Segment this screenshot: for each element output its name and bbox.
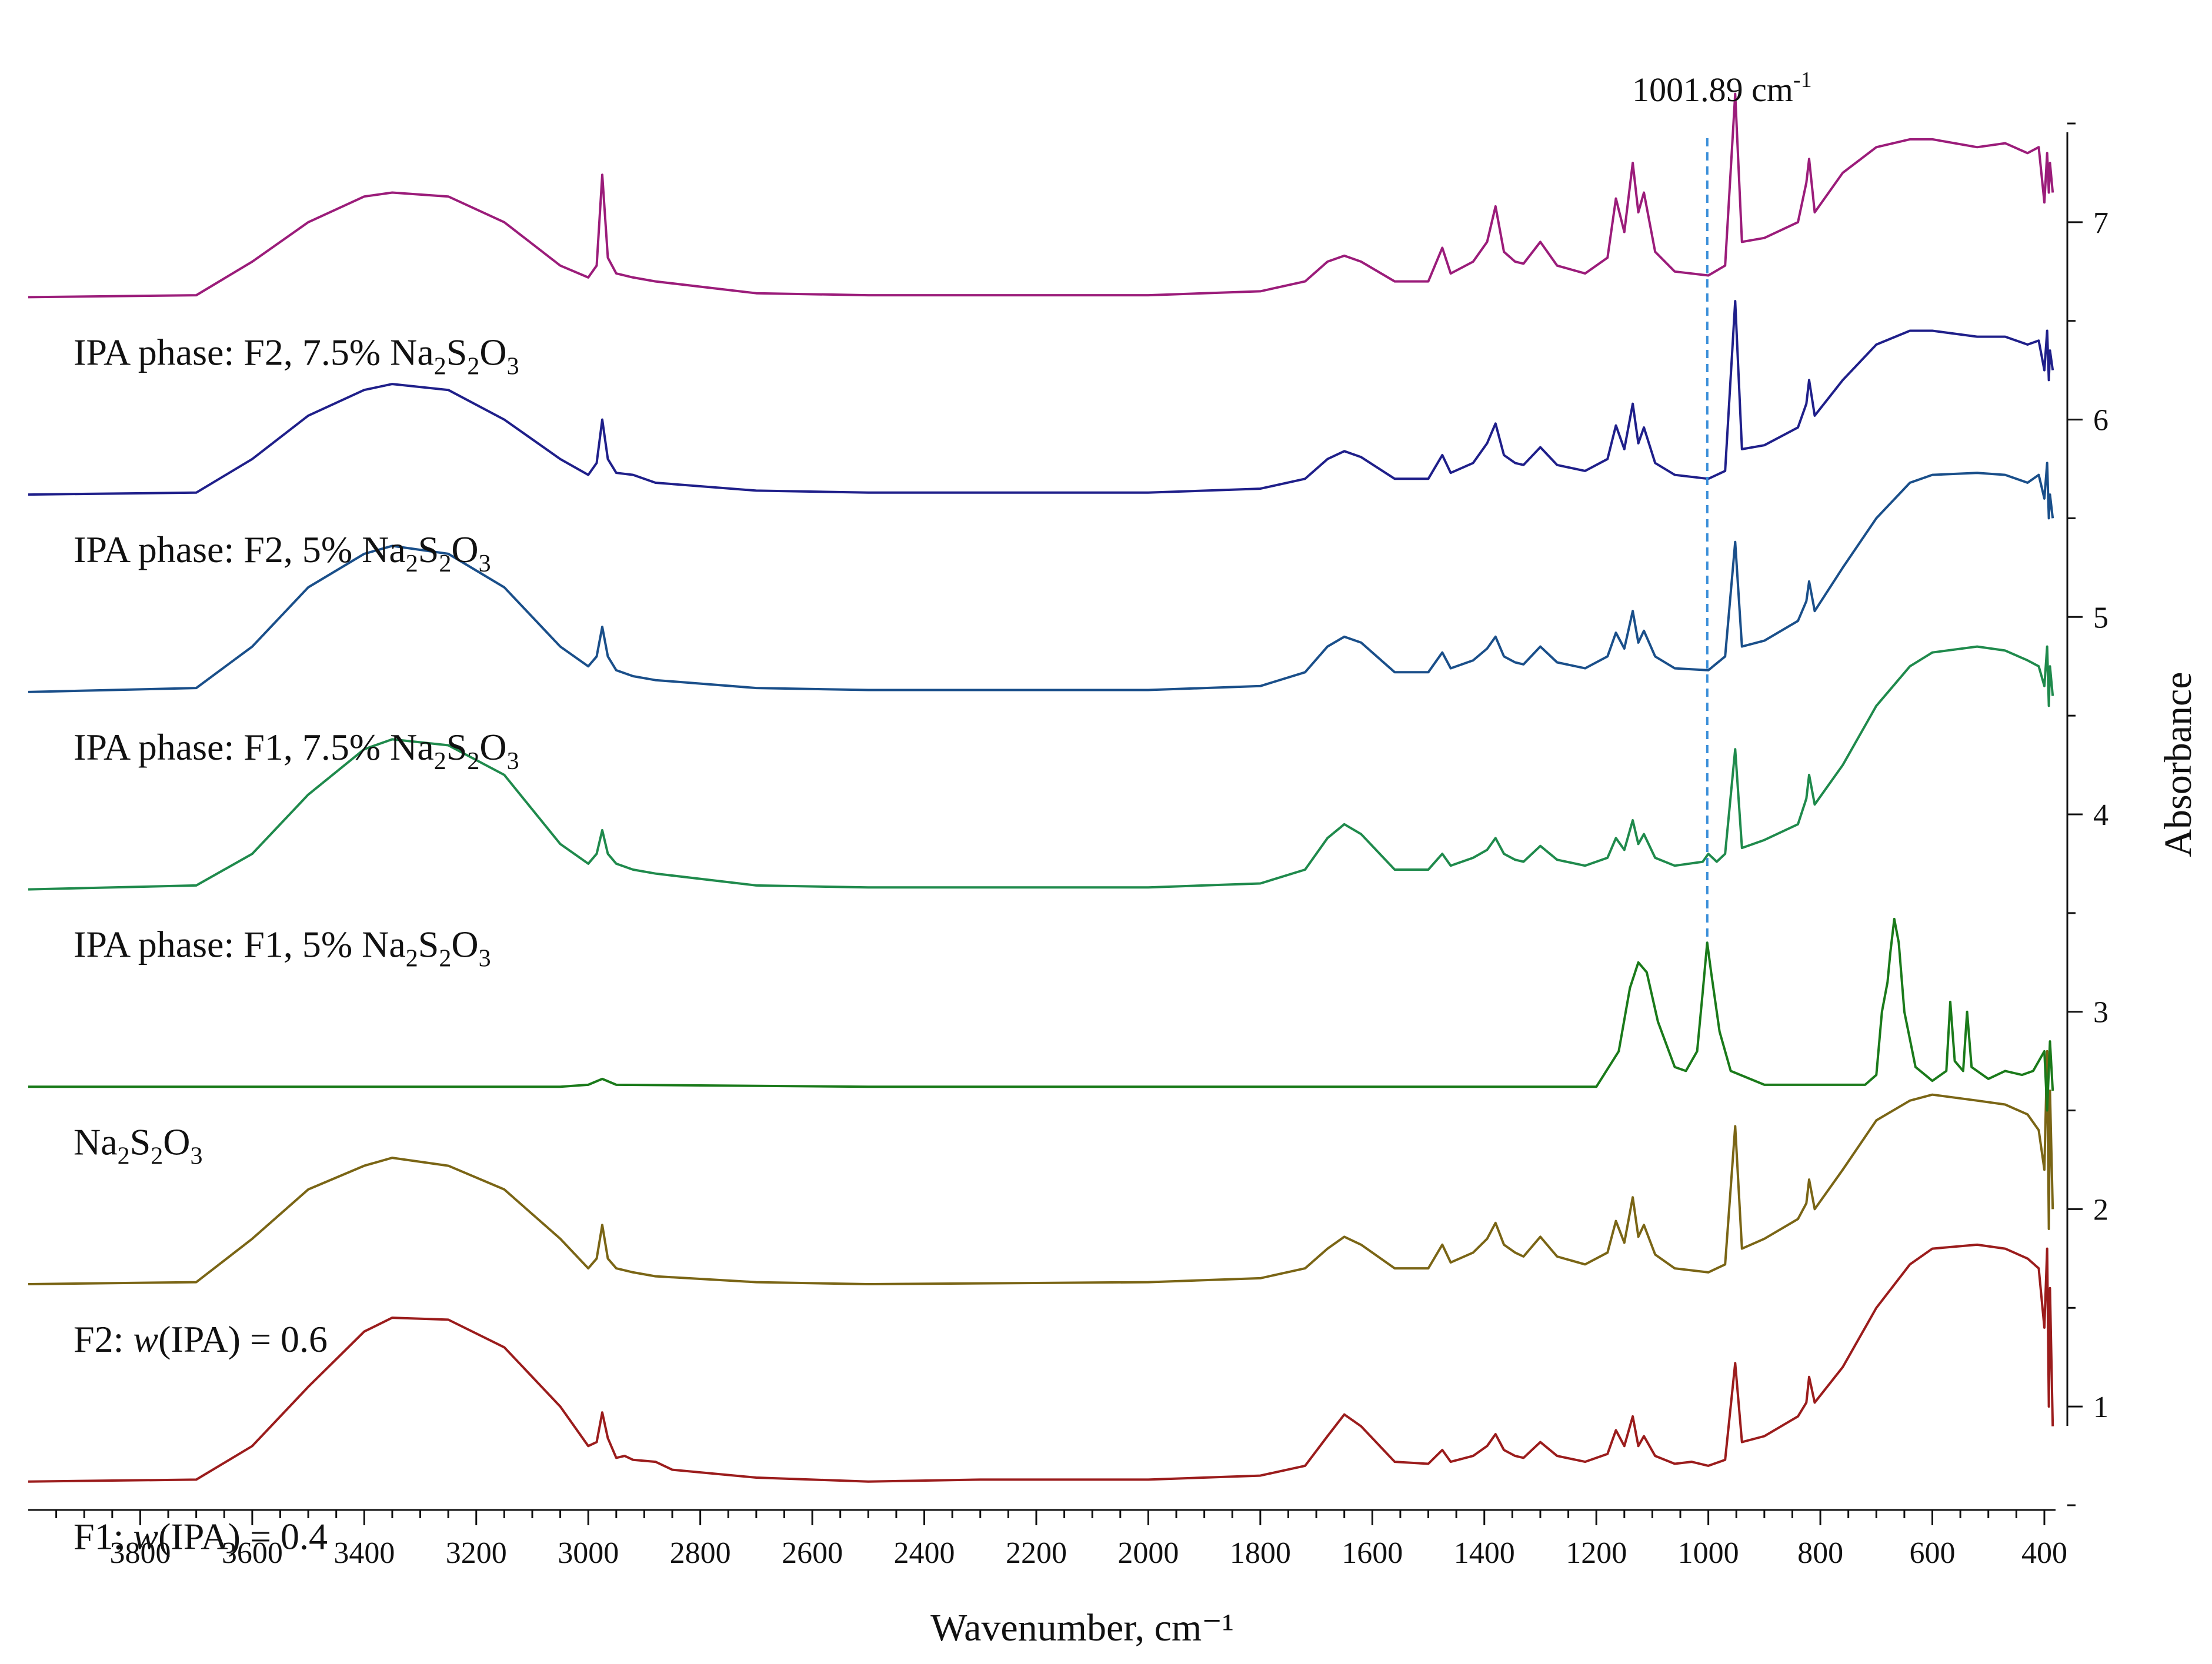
series-label-subscript: 3 [507,353,519,380]
x-tick-label: 2000 [1117,1536,1179,1570]
series-label-part: S [446,331,468,373]
y-axis: 1 2 3 4 5 6 7 [2066,122,2108,1506]
x-axis-title: Wavenumber, cm⁻¹ [930,1606,1234,1649]
series-layer [28,92,2054,1483]
series-label-subscript: 3 [479,550,491,577]
series-label-part: S [130,1121,151,1162]
y-tick-label: 3 [2093,996,2108,1030]
series-label-part: O [163,1121,190,1162]
series-label-subscript: 3 [507,748,519,775]
series-label-subscript: 2 [151,1142,163,1170]
series-label-subscript: 3 [190,1142,202,1170]
x-tick-label: 1800 [1230,1536,1291,1570]
series-label-subscript: 2 [439,550,451,577]
series-label-subscript: 2 [118,1142,130,1170]
series-label-subscript: 2 [406,945,418,973]
x-tick-label: 3600 [222,1536,283,1570]
x-tick-label: 3200 [446,1536,507,1570]
series-line [28,300,2054,496]
x-tick-label: 1400 [1454,1536,1515,1570]
x-tick-label: 2400 [894,1536,955,1570]
x-tick-label: 1600 [1342,1536,1403,1570]
y-axis-title: Absorbance [2157,671,2200,857]
y-tick-label: 6 [2093,404,2108,437]
series-label-subscript: 2 [467,353,479,380]
series-label-part: O [479,726,506,768]
series-label-italic: w [133,1318,158,1360]
x-tick-label: 3400 [333,1536,395,1570]
series-line [28,1050,2054,1285]
series-line [28,1243,2054,1483]
x-tick-label: 800 [1797,1536,1843,1570]
series-label-part: Na [74,1121,118,1162]
series-label-part: (IPA) = 0.4 [158,1516,328,1558]
x-tick-label: 3800 [109,1536,171,1570]
annotation-layer: 1001.89 cm-1 [1632,68,1812,943]
series-label-subscript: 3 [479,945,491,973]
series-label-part: S [418,924,439,965]
x-tick-label: 3000 [558,1536,619,1570]
x-tick-label: 1200 [1566,1536,1627,1570]
series-label-italic: w [133,1516,158,1558]
y-tick-label: 2 [2093,1193,2108,1227]
annotation-label: 1001.89 cm-1 [1632,68,1812,109]
y-tick-label: 1 [2093,1391,2108,1424]
x-tick-label: 2800 [670,1536,731,1570]
series-label-part: F2: [74,1318,133,1360]
y-tick-label: 4 [2093,798,2108,832]
series-label: IPA phase: F2, 7.5% Na2S2O3 [74,331,519,380]
series-label-subscript: 2 [434,748,446,775]
series-label: IPA phase: F1, 5% Na2S2O3 [74,924,491,973]
y-tick-label: 7 [2093,206,2108,240]
x-tick-group: 3800 3600 3400 3200 3000 2800 2600 2400 2200 2000… [55,1510,2067,1570]
series-label-part: IPA phase: F2, 5% Na [74,529,406,570]
series-line [28,92,2054,299]
series-label-part: O [479,331,506,373]
series-label-subscript: 2 [406,550,418,577]
series-label-part: O [451,924,478,965]
x-tick-label: 400 [2021,1536,2067,1570]
series-label: Na2S2O3 [74,1121,202,1170]
annotation-label-text: 1001.89 cm [1632,71,1793,109]
series-label: F1: w(IPA) = 0.4 [74,1516,328,1558]
series-label-layer: F1: w(IPA) = 0.4F2: w(IPA) = 0.6Na2S2O3I… [74,331,519,1557]
x-tick-label: 600 [1910,1536,1956,1570]
series-label: IPA phase: F1, 7.5% Na2S2O3 [74,726,519,775]
x-tick-label: 1000 [1678,1536,1739,1570]
series-label-part: F1: [74,1516,133,1558]
series-label-subscript: 2 [434,353,446,380]
series-line [28,645,2054,891]
series-label-part: (IPA) = 0.6 [158,1318,328,1360]
series-label-part: IPA phase: F1, 5% Na [74,924,406,965]
series-label-part: IPA phase: F1, 7.5% Na [74,726,434,768]
series-label-part: IPA phase: F2, 7.5% Na [74,331,434,373]
annotation-label-sup: -1 [1793,68,1812,92]
series-line [28,462,2054,693]
series-label-subscript: 2 [467,748,479,775]
series-label-part: O [451,529,478,570]
x-axis: 3800 3600 3400 3200 3000 2800 2600 2400 2200 2000… [28,1509,2067,1570]
series-label: F2: w(IPA) = 0.6 [74,1318,328,1360]
series-label-subscript: 2 [439,945,451,973]
series-label: IPA phase: F2, 5% Na2S2O3 [74,529,491,577]
series-label-part: S [418,529,439,570]
y-tick-label: 5 [2093,601,2108,634]
x-tick-label: 2200 [1006,1536,1067,1570]
series-line [28,917,2054,1112]
series-label-part: S [446,726,468,768]
x-tick-label: 2600 [782,1536,843,1570]
y-tick-group: 1 2 3 4 5 6 7 [2067,122,2108,1506]
